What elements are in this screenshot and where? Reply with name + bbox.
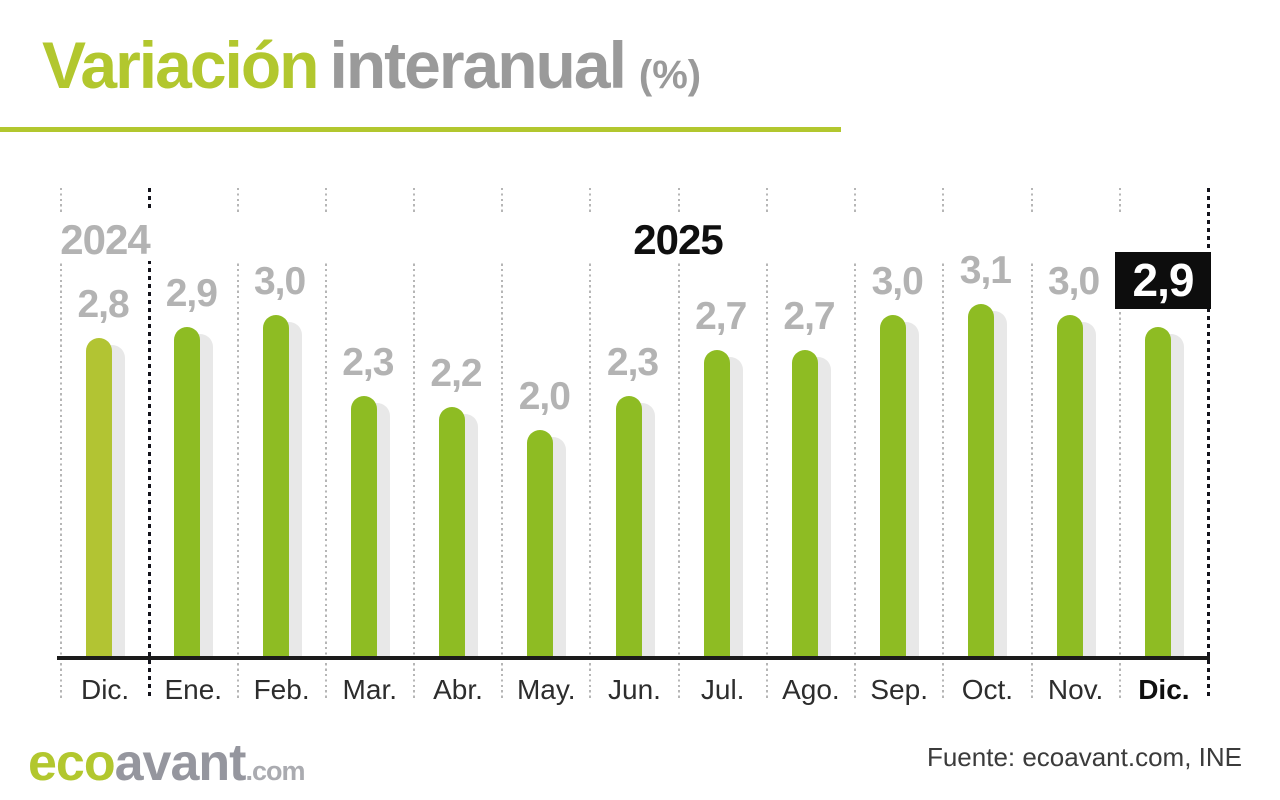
bar-mar: [350, 395, 377, 658]
year-label-2024: 2024: [60, 216, 150, 263]
bar-may: [527, 430, 554, 658]
bar-sep: [880, 315, 907, 658]
x-axis-line: [57, 656, 1210, 660]
bar-dic: [86, 338, 113, 658]
logo-avant: avant: [114, 734, 247, 792]
bar-value-label: 2,2: [430, 352, 482, 395]
bar-value-label: 3,0: [871, 260, 924, 303]
grid-line: [236, 188, 239, 700]
month-label: Ene.: [164, 674, 223, 705]
grid-line: [412, 188, 415, 700]
month-label: Dic.: [1138, 674, 1190, 705]
bar-value-label: 2,3: [342, 340, 394, 384]
bar-value-label: 3,0: [253, 260, 306, 303]
grid-line: [501, 188, 504, 700]
month-label: Mar.: [342, 674, 398, 705]
month-label: Sep.: [870, 674, 928, 705]
month-label: Feb.: [253, 674, 310, 705]
grid-line: [677, 188, 680, 700]
bar-value-label: 2,9: [165, 271, 218, 315]
bar-value-label: 2,7: [783, 294, 835, 338]
bar-ene: [174, 326, 201, 658]
month-label: Ago.: [782, 674, 840, 705]
bar-nov: [1056, 315, 1083, 658]
logo-tld: .com: [245, 756, 305, 786]
bar-value-label: 3,1: [959, 248, 1012, 292]
bar-dic: [1144, 326, 1171, 658]
grid-line: [1030, 188, 1033, 700]
month-label: Nov.: [1047, 674, 1104, 705]
bar-value-label: 3,0: [1047, 260, 1100, 303]
month-label: Jun.: [608, 674, 661, 705]
bar-value-label: 2,7: [695, 294, 747, 338]
highlighted-value-badge: 2,9: [1115, 252, 1211, 309]
year-boundary-line: [1206, 188, 1210, 700]
logo-eco: eco: [28, 734, 116, 792]
bar-value-label: 2,3: [606, 340, 659, 384]
grid-line: [324, 188, 327, 700]
source-credit: Fuente: ecoavant.com, INE: [926, 742, 1242, 772]
grid-line: [765, 188, 768, 700]
month-label: Abr.: [433, 674, 483, 705]
bar-abr: [439, 407, 465, 658]
bar-jun: [615, 395, 642, 658]
year-label-band: [45, 212, 1190, 261]
year-boundary-line: [147, 188, 151, 700]
month-label: Oct.: [961, 674, 1014, 705]
page-title: Variación interanual (%): [42, 26, 701, 114]
grid-line: [1118, 188, 1121, 700]
bar-value-label: 2,8: [77, 283, 129, 326]
grid-line: [942, 188, 945, 700]
bar-value-label: 2,0: [518, 375, 571, 418]
grid-line: [589, 188, 592, 700]
grid-line: [854, 188, 857, 700]
month-label: May.: [516, 674, 576, 705]
ecoavant-logo: ecoavant.com: [28, 733, 305, 793]
bar-jul: [703, 349, 730, 658]
title-rest: interanual: [329, 28, 627, 102]
title-unit: (%): [638, 53, 702, 97]
title-highlight: Variación: [42, 28, 319, 102]
title-underline: [0, 127, 841, 132]
grid-line: [60, 188, 62, 700]
bar-feb: [262, 315, 289, 658]
bar-oct: [968, 303, 995, 658]
month-label: Jul.: [700, 674, 745, 705]
year-label-2025: 2025: [633, 216, 723, 263]
bar-ago: [792, 349, 818, 658]
month-label: Dic.: [80, 674, 130, 705]
